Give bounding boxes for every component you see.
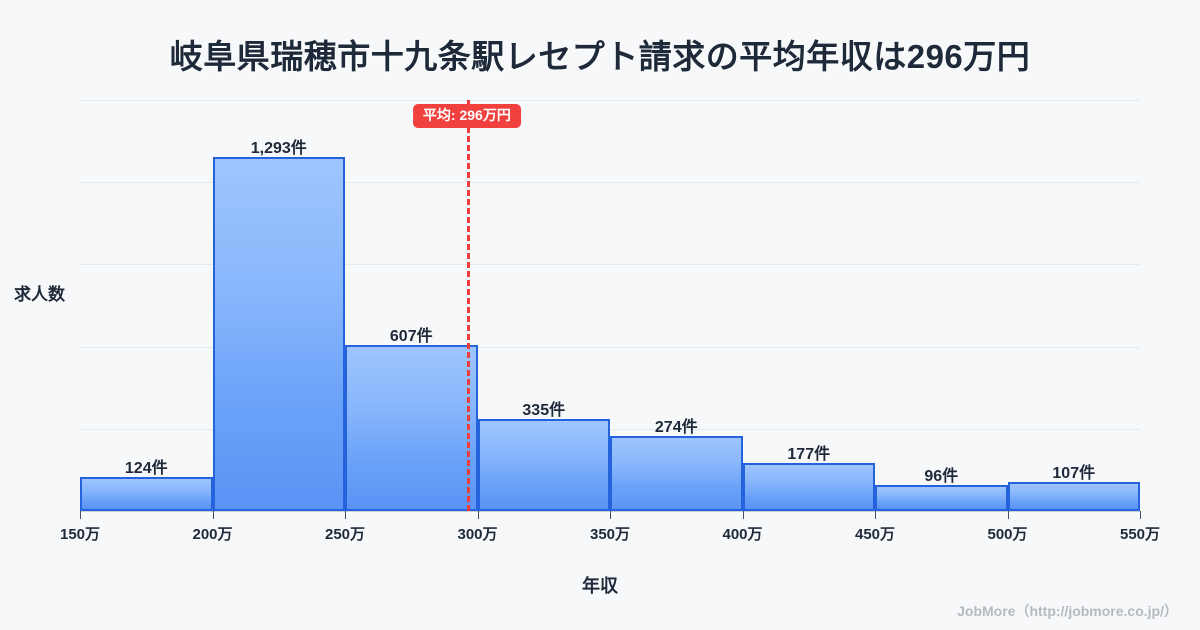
bar-value-label: 124件 [124, 460, 168, 478]
bar-value-label: 607件 [389, 327, 433, 345]
x-axis-tick [1140, 511, 1141, 519]
gridline [80, 346, 1140, 348]
watermark-footer: JobMore（http://jobmore.co.jp/） [957, 603, 1178, 619]
bar[interactable] [80, 477, 213, 511]
bar-series: 124件 1,293件 607件 335件 274件 177件 96件 107件 [80, 100, 1140, 511]
bar[interactable] [742, 462, 875, 511]
gridline [80, 428, 1140, 430]
bar-value-label: 335件 [522, 402, 566, 420]
bar-value-label: 96件 [924, 467, 959, 485]
x-axis-tick [477, 511, 479, 519]
x-axis-tick-label: 550万 [1119, 526, 1161, 543]
plot-area: 124件 1,293件 607件 335件 274件 177件 96件 107件 平均: 29… [80, 100, 1140, 511]
x-axis-tick-label: 150万 [59, 526, 101, 543]
x-axis-tick [80, 511, 81, 519]
average-line [466, 100, 470, 511]
x-axis-tick [212, 511, 214, 519]
bar[interactable] [212, 156, 345, 511]
gridline [80, 182, 1140, 184]
x-axis-tick [742, 511, 744, 519]
bar-value-label: 177件 [787, 445, 831, 463]
x-axis-tick-label: 450万 [854, 526, 896, 543]
gridline [80, 264, 1140, 266]
x-axis-tick-label: 200万 [192, 526, 233, 543]
bar-value-label: 274件 [654, 418, 698, 436]
x-axis-tick-label: 350万 [589, 526, 631, 543]
bar[interactable] [1007, 481, 1140, 511]
x-axis-tick [875, 511, 876, 519]
y-axis-title: 求人数 [14, 285, 65, 304]
bar[interactable] [875, 484, 1008, 511]
gridline [80, 100, 1140, 101]
x-axis-tick-label: 400万 [722, 526, 763, 543]
bar[interactable] [477, 419, 610, 511]
x-axis-tick-label: 250万 [324, 526, 366, 543]
x-axis-tick [345, 511, 346, 519]
bar[interactable] [610, 435, 743, 511]
average-badge: 平均: 296万円 [412, 104, 521, 129]
bar-value-label: 1,293件 [250, 139, 307, 157]
x-axis-tick [610, 511, 611, 519]
bar-value-label: 107件 [1052, 464, 1096, 482]
x-axis-title: 年収 [582, 576, 618, 596]
x-axis-tick [1007, 511, 1009, 519]
page-title: 岐阜県瑞穂市十九条駅レセプト請求の平均年収は296万円 [169, 38, 1031, 75]
bar[interactable] [345, 344, 478, 511]
gridlines [80, 100, 1140, 511]
x-axis-tick-label: 500万 [987, 526, 1028, 543]
x-axis-tick-label: 300万 [457, 526, 498, 543]
